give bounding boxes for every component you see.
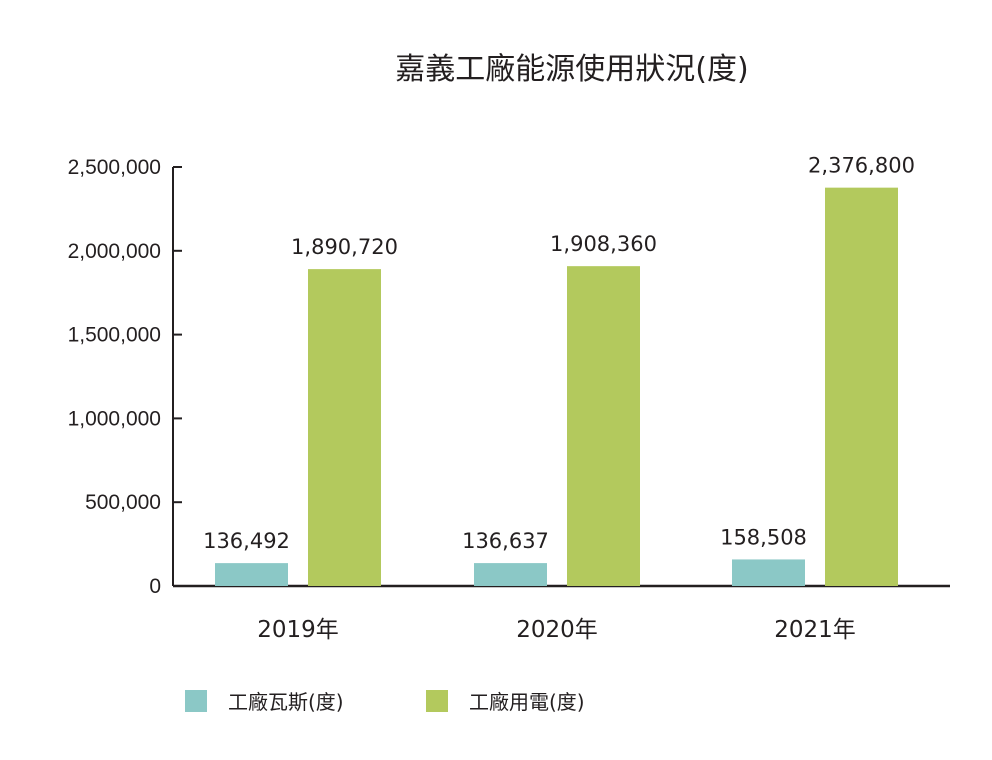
bar xyxy=(474,563,547,586)
data-label: 136,637 xyxy=(462,529,549,553)
chart-title: 嘉義工廠能源使用狀況(度) xyxy=(395,52,748,87)
bar xyxy=(215,563,288,586)
data-label: 2,376,800 xyxy=(808,154,915,178)
data-label: 1,908,360 xyxy=(550,232,657,256)
bar xyxy=(567,266,640,586)
y-tick-label: 1,000,000 xyxy=(68,407,161,430)
legend-swatch xyxy=(185,690,207,712)
legend-label: 工廠用電(度) xyxy=(469,690,585,714)
legend-label: 工廠瓦斯(度) xyxy=(228,690,344,714)
bar xyxy=(732,559,805,586)
y-tick-label: 500,000 xyxy=(85,491,161,514)
y-tick-label: 2,500,000 xyxy=(68,156,161,179)
bar xyxy=(825,187,898,586)
axes: 0 500,000 1,000,000 1,500,000 2,000,000 2,500… xyxy=(68,156,950,598)
data-label: 1,890,720 xyxy=(291,235,398,259)
x-category-label: 2021年 xyxy=(774,617,856,643)
x-category-label: 2019年 xyxy=(257,617,339,643)
data-label: 158,508 xyxy=(720,525,807,549)
legend: 工廠瓦斯(度) 工廠用電(度) xyxy=(185,690,585,714)
y-tick-label: 2,000,000 xyxy=(68,240,161,263)
data-label: 136,492 xyxy=(203,529,290,553)
y-tick-label: 0 xyxy=(149,575,161,598)
y-tick-label: 1,500,000 xyxy=(68,324,161,347)
legend-swatch xyxy=(426,690,448,712)
bar xyxy=(308,269,381,586)
x-category-label: 2020年 xyxy=(516,617,598,643)
bars: 136,492 1,890,720 2019年 136,637 1,908,360 202… xyxy=(203,154,915,643)
